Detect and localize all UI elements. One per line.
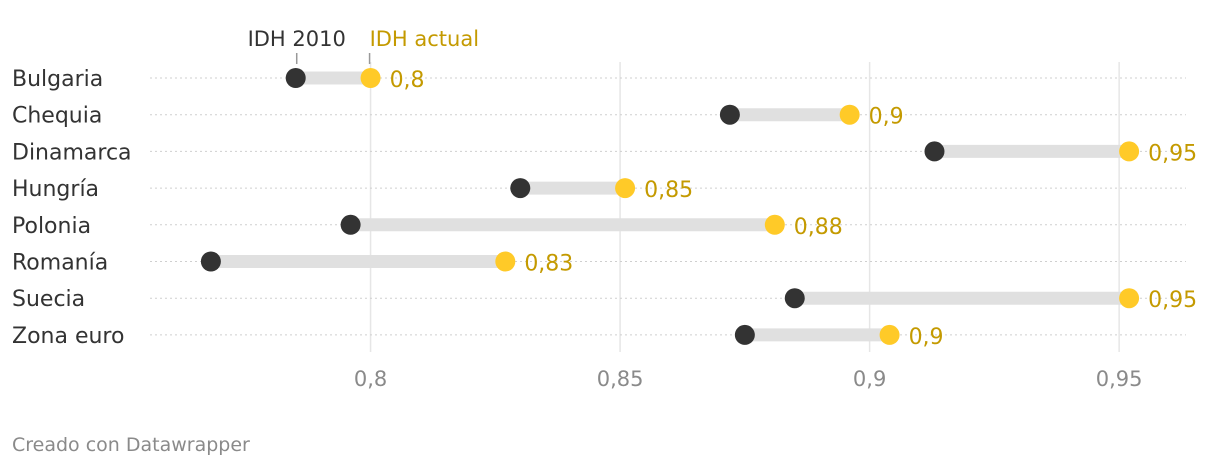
value-label: 0,9 — [869, 105, 904, 130]
dot-idh-actual — [360, 68, 381, 88]
dot-idh-2010 — [200, 251, 221, 272]
dot-idh-actual — [839, 104, 860, 125]
row-label: Hungría — [12, 177, 99, 202]
dot-idh-actual — [495, 251, 516, 272]
value-label: 0,83 — [524, 252, 573, 277]
row-label: Bulgaria — [12, 67, 103, 92]
value-label: 0,85 — [644, 178, 693, 203]
row-label: Zona euro — [12, 324, 124, 349]
x-tick-label: 0,8 — [354, 367, 387, 391]
dot-idh-2010 — [784, 288, 805, 309]
dot-idh-actual — [1119, 141, 1140, 162]
row-label: Suecia — [12, 287, 85, 312]
grid-layer — [369, 62, 1120, 352]
x-tick-label: 0,95 — [1096, 367, 1143, 391]
dot-idh-2010 — [510, 178, 531, 199]
dot-idh-actual — [764, 214, 785, 235]
value-label: 0,9 — [909, 325, 944, 350]
legend-start-label: IDH 2010 — [248, 27, 346, 51]
dot-idh-2010 — [734, 324, 755, 345]
value-label: 0,8 — [390, 68, 425, 93]
value-label: 0,95 — [1148, 288, 1197, 313]
range-bars — [210, 71, 1130, 342]
legend-end-label: IDH actual — [370, 27, 480, 51]
row-label: Polonia — [12, 214, 91, 239]
footer-credit: Creado con Datawrapper — [12, 434, 250, 456]
legend: IDH 2010 IDH actual — [248, 27, 479, 64]
dot-idh-actual — [615, 178, 636, 199]
dots-layer — [200, 68, 1140, 345]
dot-idh-2010 — [340, 214, 361, 235]
row-label: Dinamarca — [12, 140, 132, 165]
dot-idh-actual — [1119, 288, 1140, 309]
row-label: Chequia — [12, 104, 102, 129]
x-tick-label: 0,9 — [853, 367, 886, 391]
labels-layer: 0,8 0,85 0,9 0,95 Bulgaria 0,8 Chequia 0,9 Dinam… — [12, 67, 1197, 391]
dot-idh-2010 — [285, 68, 306, 88]
value-label: 0,88 — [794, 215, 843, 240]
x-tick-label: 0,85 — [597, 367, 644, 391]
row-label: Romanía — [12, 251, 108, 276]
dot-idh-actual — [879, 324, 900, 345]
dot-idh-2010 — [719, 104, 740, 125]
dot-idh-2010 — [924, 141, 945, 162]
value-label: 0,95 — [1148, 141, 1197, 166]
